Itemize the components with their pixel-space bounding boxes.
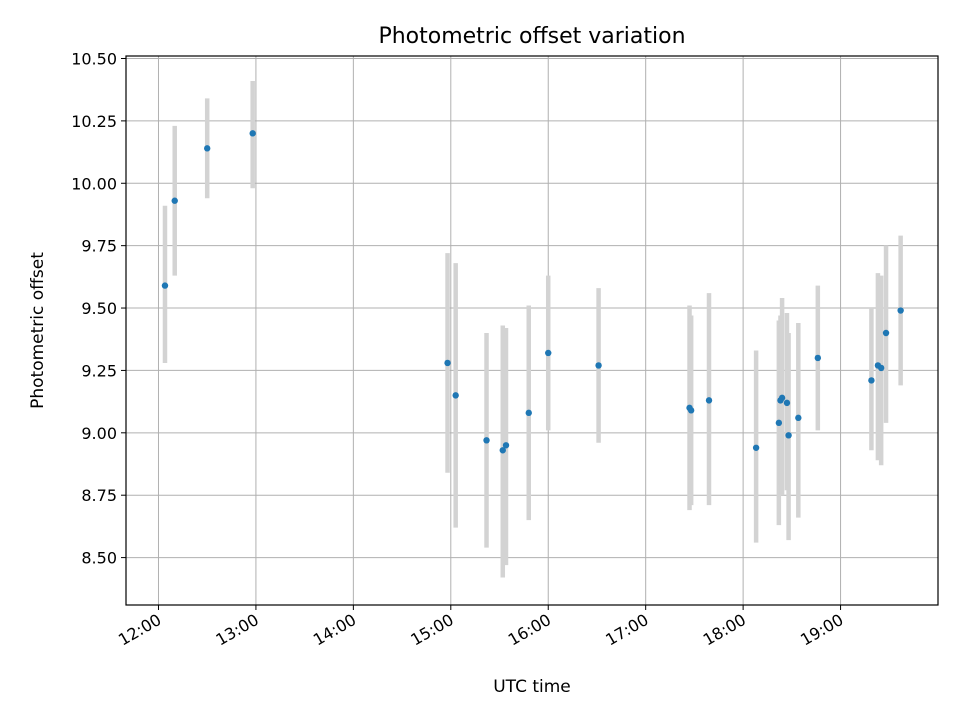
- chart-title: Photometric offset variation: [378, 24, 685, 49]
- data-point: [814, 354, 822, 362]
- data-point: [868, 377, 875, 384]
- data-point: [785, 432, 792, 439]
- data-point: [778, 394, 786, 402]
- data-point: [897, 307, 904, 314]
- data-point: [595, 362, 602, 369]
- data-point: [502, 442, 510, 449]
- data-point: [444, 359, 451, 367]
- data-point: [483, 437, 490, 444]
- y-axis-label: Photometric offset: [28, 252, 48, 409]
- x-axis-label: UTC time: [493, 677, 571, 697]
- data-point: [783, 399, 791, 407]
- data-point: [795, 414, 802, 422]
- data-point: [525, 409, 532, 417]
- data-point: [171, 197, 178, 204]
- y-axis: 8.50 8.75 9.00 9.25 9.50 9.75 10.00 10.25 10.50: [71, 49, 126, 568]
- x-tick-label: 15:00: [407, 610, 456, 650]
- y-tick-label: 8.75: [81, 486, 117, 505]
- x-axis: 12:00 13:00 14:00 15:00 16:00 17:00 18:00 19:00: [115, 605, 847, 650]
- data-point: [752, 444, 760, 451]
- data-point: [882, 329, 890, 337]
- x-tick-label: 18:00: [700, 610, 749, 650]
- data-point: [161, 282, 169, 289]
- x-tick-label: 13:00: [212, 610, 261, 650]
- data-point: [687, 407, 695, 414]
- x-tick-label: 12:00: [115, 610, 164, 650]
- y-tick-label: 8.50: [81, 549, 117, 568]
- data-point: [204, 145, 211, 152]
- grid-layer: [126, 56, 938, 605]
- x-tick-label: 19:00: [797, 610, 846, 650]
- y-tick-label: 9.25: [81, 361, 117, 380]
- y-tick-label: 9.75: [81, 237, 117, 256]
- data-point: [775, 419, 783, 427]
- y-tick-label: 10.00: [71, 174, 117, 193]
- y-tick-label: 9.00: [81, 424, 117, 443]
- plot-frame: [125, 55, 939, 606]
- data-point: [877, 364, 885, 372]
- y-tick-label: 10.50: [71, 49, 117, 68]
- x-tick-label: 16:00: [505, 610, 554, 650]
- errorbar-layer: [162, 80, 903, 578]
- data-point: [452, 392, 459, 399]
- data-point: [249, 130, 256, 137]
- y-tick-label: 9.50: [81, 299, 117, 318]
- x-tick-label: 17:00: [602, 610, 651, 650]
- point-layer: [161, 130, 904, 454]
- y-tick-label: 10.25: [71, 112, 117, 131]
- data-point: [499, 447, 506, 454]
- data-point: [705, 397, 713, 404]
- x-tick-label: 14:00: [310, 610, 359, 650]
- data-point: [545, 349, 552, 357]
